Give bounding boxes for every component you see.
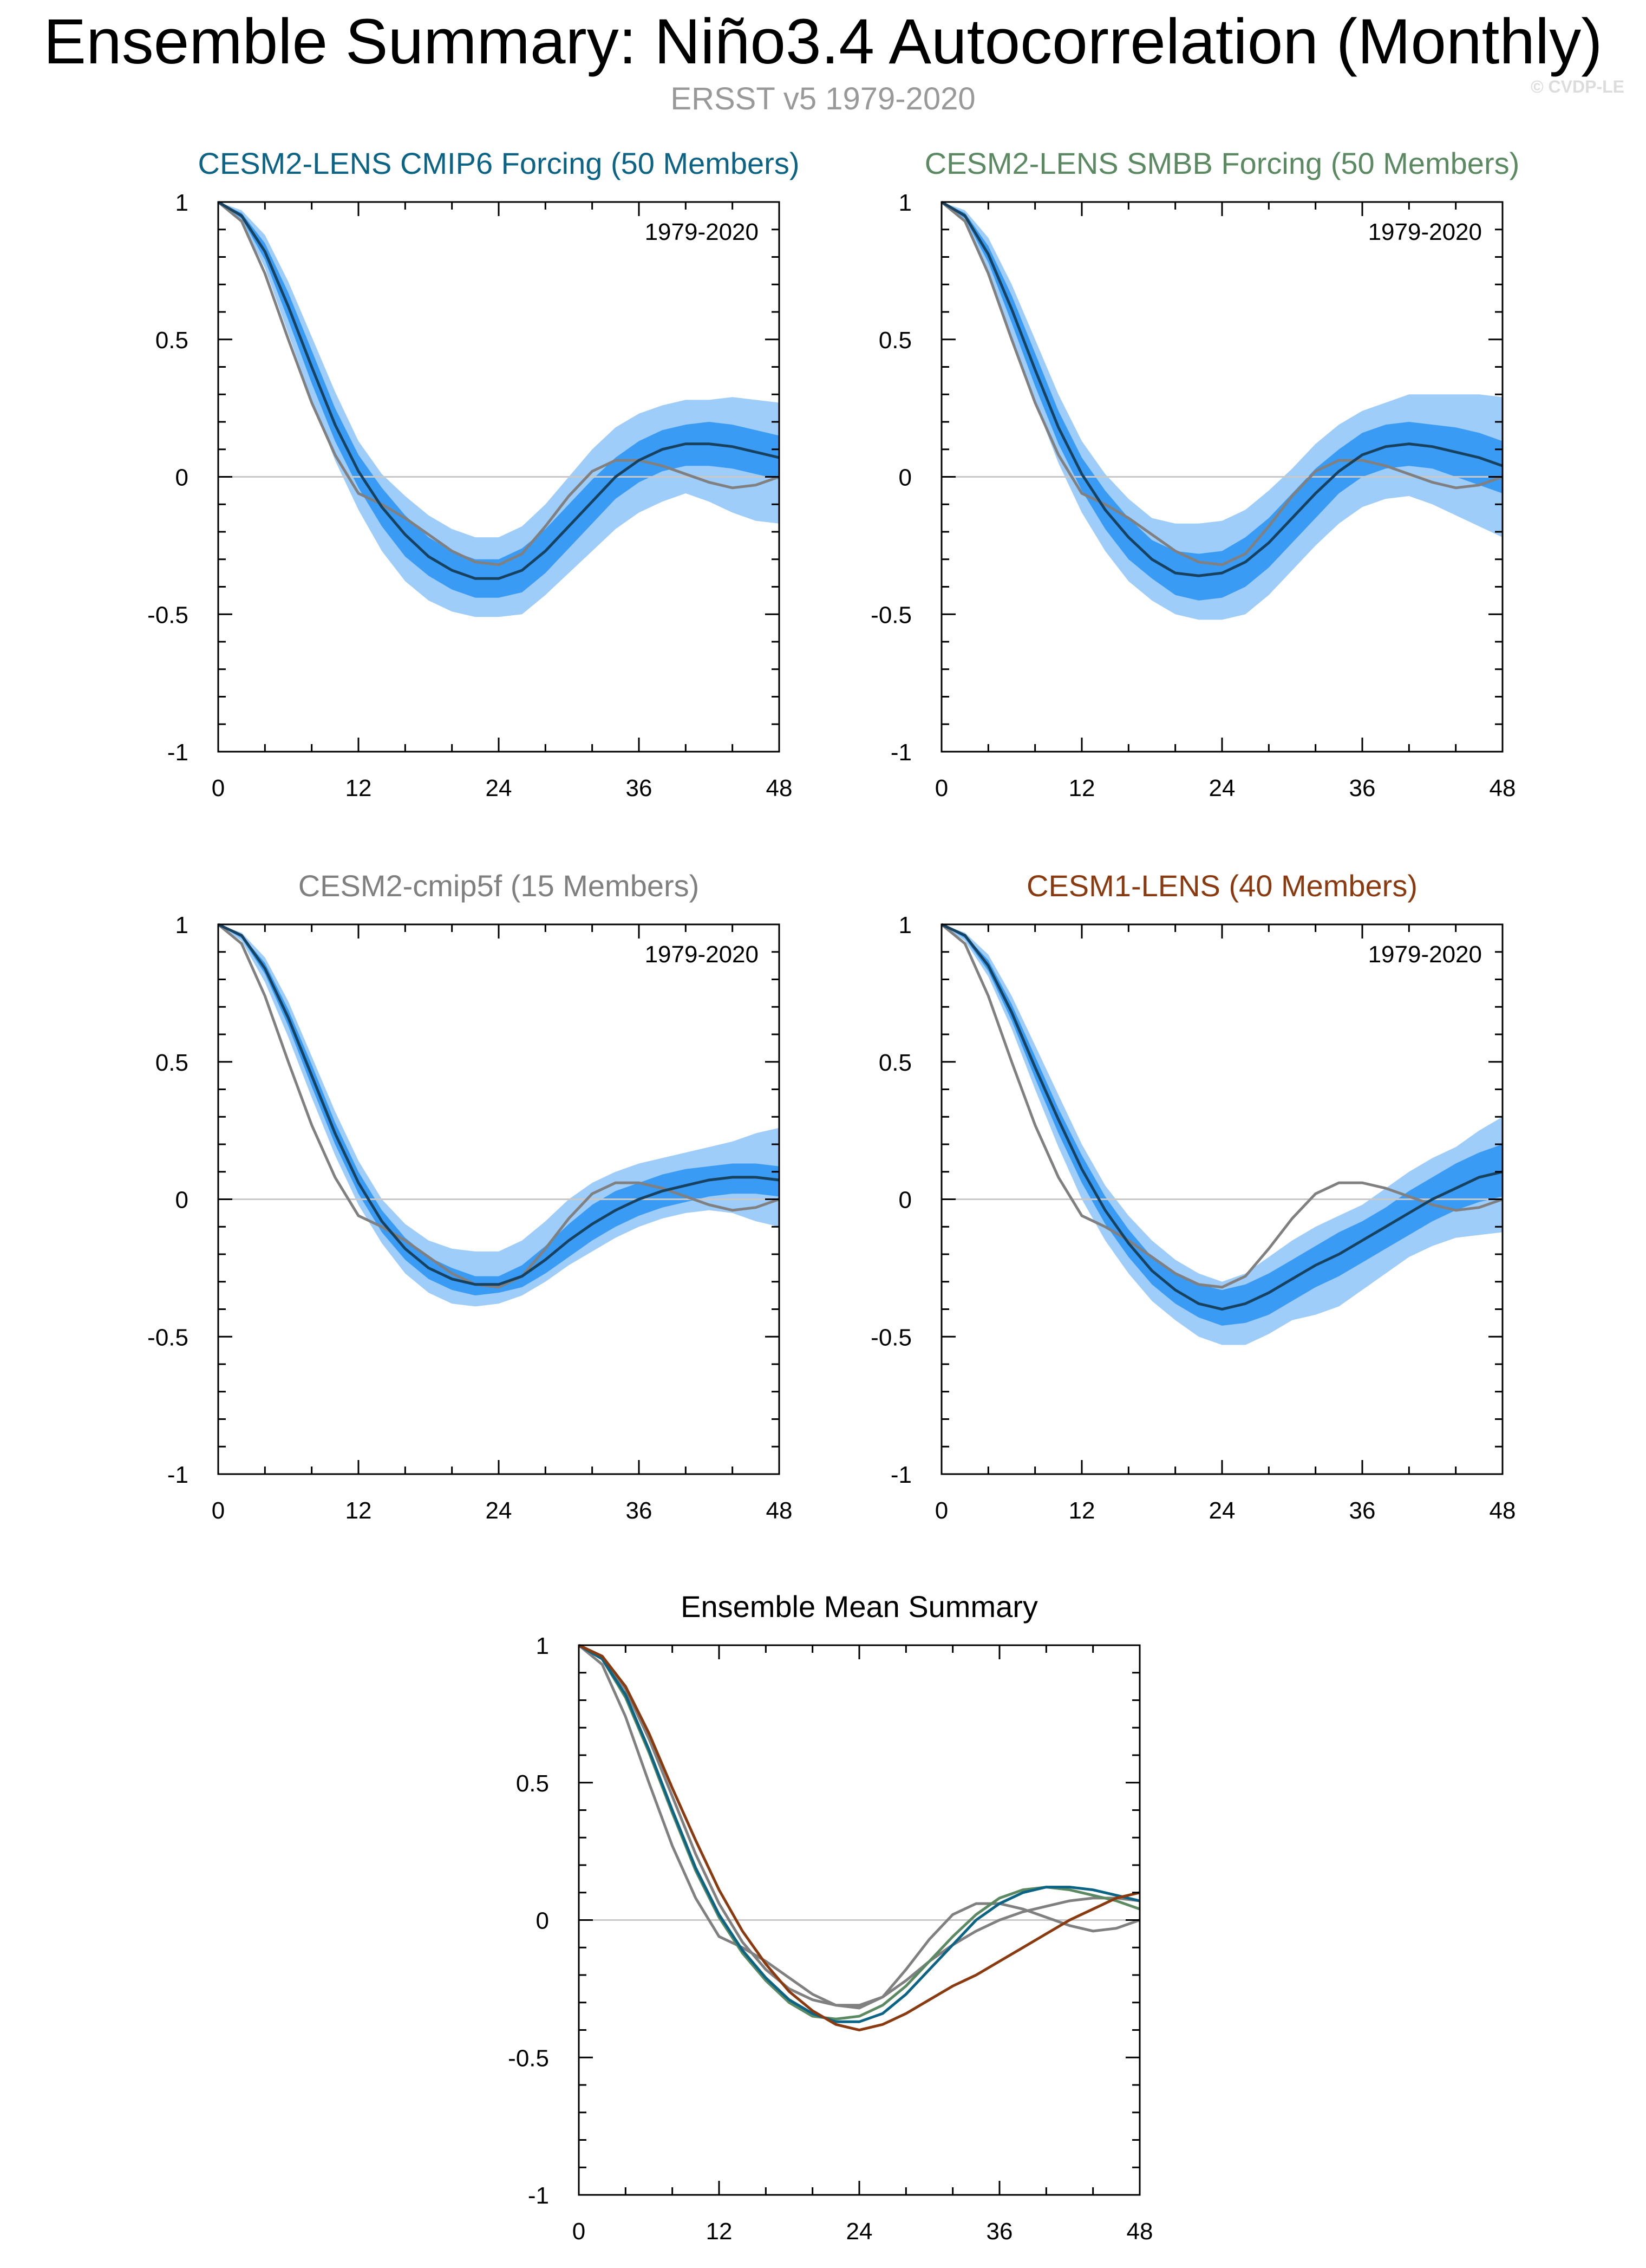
ensemble-mean-line [940,200,1503,577]
chart-panel-3: CESM2-cmip5f (15 Members)0 12 24 36 4810.50-… [147,869,792,1524]
chart-panel-5: Ensemble Mean Summary 0 12 24 36 48 1 0.5 0 -0.5 -… [508,1589,1153,2245]
x-tick-label: 12 [1069,1497,1095,1524]
observed-line [940,923,1503,1289]
x-tick-label: 0 [935,775,948,801]
x-tick-label: 12 [706,2218,733,2245]
ensemble-mean-line [217,200,780,580]
period-label: 1979-2020 [1368,219,1482,245]
y-tick-label: 0 [899,1187,912,1214]
y-tick-label: -0.5 [147,602,188,628]
x-tick-label: 48 [1490,775,1516,801]
ensemble-range-band [218,202,779,617]
y-tick-label: 1 [899,190,912,216]
y-tick-label: -0.5 [147,1324,188,1351]
ensemble-mean-line [940,923,1503,1311]
y-tick-label: 0 [175,465,188,491]
x-tick-label: 0 [212,1497,225,1524]
x-tick-label: 48 [766,1497,793,1524]
y-tick-label: 0 [899,465,912,491]
observed-line [940,201,1503,566]
y-tick-label: 0.5 [516,1770,549,1797]
x-tick-label: 36 [1349,775,1376,801]
x-tick-label: 36 [626,775,652,801]
y-tick-label: 0 [536,1908,549,1934]
x-tick-label: 48 [1127,2218,1153,2245]
y-tick-label: 0.5 [155,327,188,354]
y-tick-label: -1 [167,1462,188,1488]
y-tick-label: 1 [175,190,188,216]
x-tick-label: 36 [1349,1497,1376,1524]
y-tick-label: -1 [891,1462,912,1488]
y-tick-label: -0.5 [508,2045,549,2071]
y-tick-label: -1 [528,2182,549,2209]
x-tick-label: 24 [1209,1497,1236,1524]
y-tick-label: -1 [167,739,188,766]
series-line-cesm2-cmip5f [578,1644,1140,2007]
panel-title: CESM2-LENS SMBB Forcing (50 Members) [925,146,1520,180]
chart-panel-2: CESM2-LENS SMBB Forcing (50 Members) 0 12 2… [871,146,1519,801]
y-tick-label: -0.5 [871,602,912,628]
page-title: Ensemble Summary: Niño3.4 Autocorrelatio… [43,6,1603,77]
page-subtitle: ERSST v5 1979-2020 [670,81,976,116]
x-tick-label: 12 [345,1497,372,1524]
observed-line [217,201,780,566]
series-line-cesm1-lens [578,1644,1140,2032]
y-tick-label: 0.5 [879,1050,912,1076]
ensemble-mean-line [217,923,780,1286]
period-label: 1979-2020 [1368,941,1482,968]
ensemble-range-band [218,924,779,1307]
series-line-cesm2-lens-smbb-forcing [578,1644,1140,2021]
y-tick-label: -0.5 [871,1324,912,1351]
y-tick-label: 1 [175,912,188,939]
x-tick-label: 0 [935,1497,948,1524]
x-tick-label: 0 [572,2218,585,2245]
x-tick-label: 12 [345,775,372,801]
x-tick-label: 36 [626,1497,652,1524]
x-tick-label: 0 [212,775,225,801]
x-tick-label: 48 [1490,1497,1516,1524]
y-tick-label: 0.5 [155,1050,188,1076]
x-tick-label: 48 [766,775,793,801]
chart-panel-1: CESM2-LENS CMIP6 Forcing (50 Members)0 12… [147,146,799,801]
x-tick-label: 12 [1069,775,1095,801]
x-tick-label: 24 [486,1497,512,1524]
ensemble-interquartile-band [218,202,779,598]
x-tick-label: 24 [1209,775,1236,801]
panel-title: Ensemble Mean Summary [681,1589,1038,1624]
period-label: 1979-2020 [645,941,759,968]
observed-line [217,923,780,1289]
series-line-ersst-v5 [578,1644,1140,2010]
panel-title: CESM1-LENS (40 Members) [1027,869,1418,903]
y-tick-label: 1 [536,1633,549,1659]
x-tick-label: 36 [987,2218,1013,2245]
y-tick-label: 1 [899,912,912,939]
ensemble-range-band [942,924,1503,1345]
copyright-watermark: © CVDP-LE [1531,77,1624,96]
y-tick-label: 0 [175,1187,188,1214]
x-tick-label: 24 [486,775,512,801]
ensemble-interquartile-band [942,202,1503,601]
x-tick-label: 24 [846,2218,873,2245]
series-line-cesm2-lens-cmip6-forcing [578,1644,1140,2023]
chart-panel-4: CESM1-LENS (40 Members) 0 12 24 36 48 1 0.5 0 -0.… [871,869,1516,1524]
y-tick-label: 0.5 [879,327,912,354]
period-label: 1979-2020 [645,219,759,245]
ensemble-interquartile-band [942,924,1503,1326]
ensemble-interquartile-band [218,924,779,1296]
panel-title: CESM2-cmip5f (15 Members) [298,869,700,903]
panel-title: CESM2-LENS CMIP6 Forcing (50 Members) [198,146,800,180]
y-tick-label: -1 [891,739,912,766]
